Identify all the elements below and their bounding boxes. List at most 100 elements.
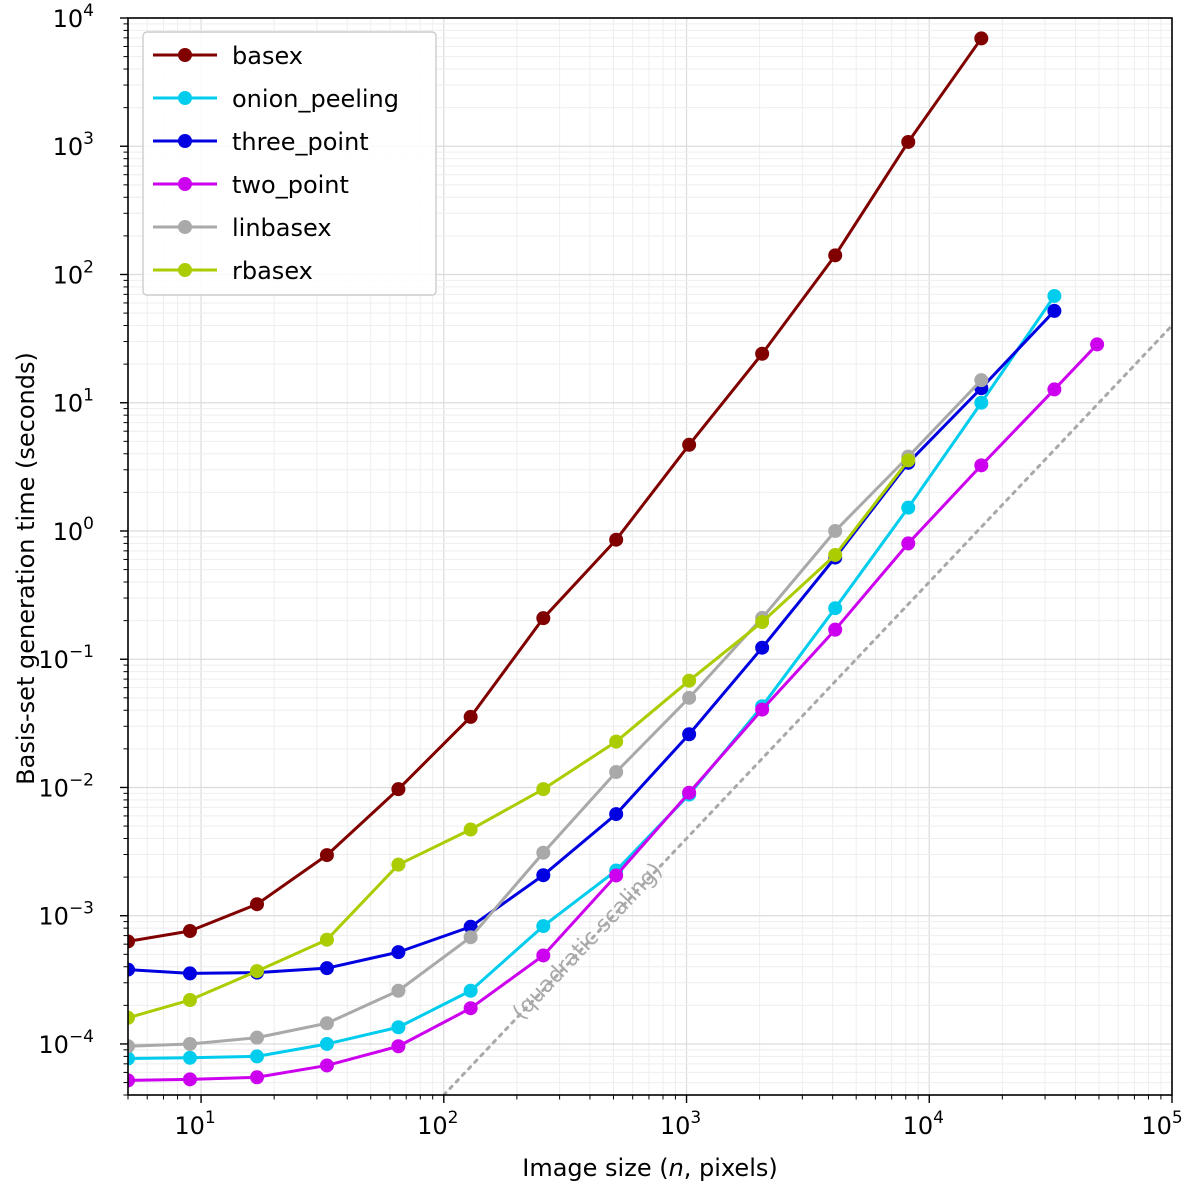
- data-point-linbasex: [609, 765, 624, 780]
- data-point-three_point: [536, 868, 551, 883]
- data-point-rbasex: [755, 615, 770, 630]
- legend-swatch-marker: [178, 220, 192, 234]
- data-point-linbasex: [319, 1016, 334, 1031]
- data-point-onion_peeling: [182, 1050, 197, 1065]
- data-point-linbasex: [463, 930, 478, 945]
- series-rbasex: [128, 453, 916, 1025]
- data-point-two_point: [250, 1070, 265, 1085]
- data-point-basex: [901, 134, 916, 149]
- data-point-three_point: [609, 807, 624, 822]
- data-point-rbasex: [901, 453, 916, 468]
- x-tick-label: 101: [174, 1108, 215, 1140]
- data-point-linbasex: [250, 1030, 265, 1045]
- data-point-three_point: [128, 962, 135, 977]
- x-tick-label-exponent: 4: [933, 1108, 944, 1128]
- x-tick-label-base: 10: [174, 1112, 205, 1140]
- series-group: [128, 31, 1105, 1088]
- data-point-basex: [609, 532, 624, 547]
- y-tick-label-base: 10: [53, 390, 84, 418]
- y-tick-label-base: 10: [38, 903, 69, 931]
- y-tick-label-base: 10: [53, 518, 84, 546]
- data-point-onion_peeling: [128, 1051, 135, 1066]
- x-tick-label-exponent: 1: [205, 1108, 216, 1128]
- x-tick-label-base: 10: [903, 1112, 934, 1140]
- data-point-rbasex: [319, 932, 334, 947]
- y-tick-label-exponent: −4: [69, 1027, 94, 1047]
- data-point-onion_peeling: [828, 601, 843, 616]
- x-tick-label-exponent: 2: [448, 1108, 459, 1128]
- data-point-two_point: [901, 536, 916, 551]
- data-point-three_point: [682, 727, 697, 742]
- data-point-two_point: [974, 458, 989, 473]
- data-point-basex: [182, 924, 197, 939]
- y-tick-label-exponent: −2: [69, 770, 94, 790]
- x-axis-label-part: Image size (: [522, 1154, 668, 1182]
- data-point-rbasex: [128, 1010, 135, 1025]
- data-point-basex: [128, 934, 135, 949]
- data-point-two_point: [682, 785, 697, 800]
- data-point-three_point: [319, 961, 334, 976]
- data-point-linbasex: [128, 1039, 135, 1054]
- x-tick-label: 105: [1141, 1108, 1182, 1140]
- data-point-linbasex: [682, 690, 697, 705]
- legend-item-linbasex: linbasex: [153, 214, 332, 242]
- data-point-linbasex: [828, 523, 843, 538]
- data-point-onion_peeling: [1047, 288, 1062, 303]
- data-point-two_point: [609, 868, 624, 883]
- series-basex: [128, 31, 989, 949]
- data-point-two_point: [463, 1001, 478, 1016]
- x-tick-label: 104: [903, 1108, 944, 1140]
- x-tick-label: 102: [417, 1108, 458, 1140]
- y-tick-label: 10−2: [38, 770, 94, 802]
- x-tick-label-base: 10: [1141, 1112, 1172, 1140]
- data-point-onion_peeling: [901, 500, 916, 515]
- series-line-rbasex: [128, 459, 910, 1020]
- legend-label: three_point: [232, 128, 369, 156]
- data-point-basex: [536, 611, 551, 626]
- data-point-three_point: [463, 919, 478, 934]
- axis-ticks: 101 102 103 104 10510−410−310−210−1100101102…: [38, 1, 1182, 1140]
- y-tick-label-base: 10: [38, 1031, 69, 1059]
- y-tick-label-exponent: −3: [69, 899, 94, 919]
- y-tick-label-base: 10: [53, 5, 84, 33]
- data-point-two_point: [828, 622, 843, 637]
- y-tick-label: 10−4: [38, 1027, 94, 1059]
- data-point-basex: [974, 31, 989, 46]
- legend-item-rbasex: rbasex: [153, 257, 313, 285]
- data-point-onion_peeling: [974, 395, 989, 410]
- legend-item-three_point: three_point: [153, 128, 369, 156]
- data-point-rbasex: [250, 964, 265, 979]
- y-tick-label: 103: [53, 129, 94, 161]
- data-point-rbasex: [391, 857, 406, 872]
- y-tick-label: 101: [53, 386, 94, 418]
- y-tick-label-exponent: 4: [83, 1, 94, 21]
- data-point-two_point: [128, 1073, 135, 1088]
- reference-line: [442, 324, 1172, 1095]
- data-point-two_point: [755, 702, 770, 717]
- legend-item-basex: basex: [153, 42, 303, 70]
- data-point-rbasex: [463, 822, 478, 837]
- y-tick-label-exponent: −1: [69, 642, 94, 662]
- data-point-linbasex: [391, 983, 406, 998]
- data-point-three_point: [1047, 303, 1062, 318]
- data-point-three_point: [182, 966, 197, 981]
- x-axis-label: Image size (n, pixels): [522, 1154, 777, 1182]
- x-tick-label-exponent: 3: [690, 1108, 701, 1128]
- data-point-rbasex: [609, 734, 624, 749]
- data-point-rbasex: [682, 673, 697, 688]
- data-point-basex: [755, 346, 770, 361]
- data-point-onion_peeling: [391, 1020, 406, 1035]
- data-point-onion_peeling: [319, 1036, 334, 1051]
- y-tick-label-base: 10: [53, 133, 84, 161]
- plot-frame: [127, 17, 1173, 1096]
- y-tick-label-base: 10: [53, 261, 84, 289]
- data-point-rbasex: [828, 547, 843, 562]
- data-point-rbasex: [182, 993, 197, 1008]
- data-point-onion_peeling: [536, 919, 551, 934]
- x-tick-label-base: 10: [660, 1112, 691, 1140]
- y-tick-label: 104: [53, 1, 94, 33]
- legend-label: linbasex: [232, 214, 332, 242]
- legend-item-onion_peeling: onion_peeling: [153, 85, 399, 113]
- data-point-linbasex: [974, 373, 989, 388]
